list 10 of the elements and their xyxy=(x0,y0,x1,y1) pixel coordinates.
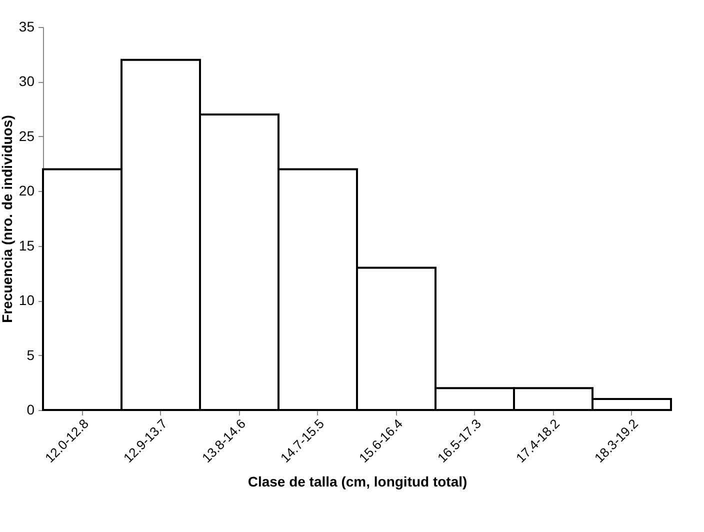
y-tick-label: 35 xyxy=(18,18,35,34)
y-tick-label: 10 xyxy=(18,292,35,308)
y-tick-label: 5 xyxy=(26,346,35,363)
y-tick-label: 25 xyxy=(18,128,35,144)
y-tick-label: 15 xyxy=(18,237,35,254)
y-axis-title: Frecuencia (nro. de individuos) xyxy=(0,115,15,323)
y-tick-label: 30 xyxy=(18,73,35,90)
y-tick-label: 0 xyxy=(26,402,35,418)
x-axis-title: Clase de talla (cm, longitud total) xyxy=(248,474,468,490)
y-tick-label: 20 xyxy=(18,182,35,199)
